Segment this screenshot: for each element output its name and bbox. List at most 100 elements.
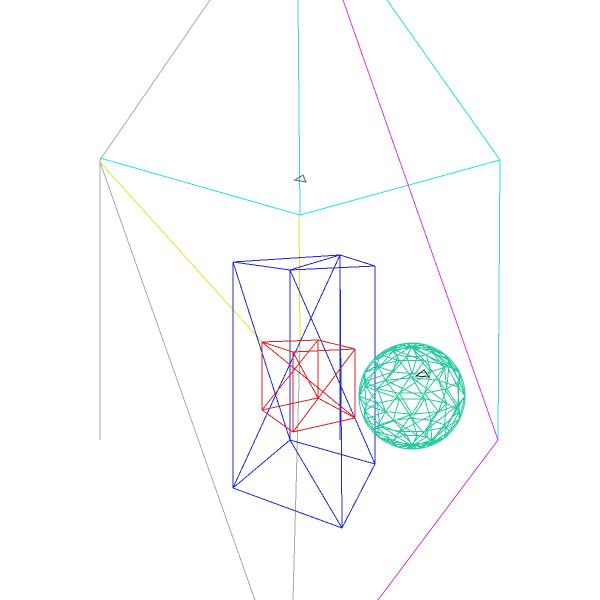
sphere-edge [374,424,380,432]
sphere-edge [438,404,459,413]
camera-frustum-cyan [99,0,501,441]
sphere-edge [424,404,459,432]
sphere-edge [411,377,426,400]
sphere-edge [426,436,432,441]
sphere-edge [457,372,460,387]
sphere-edge [392,419,408,436]
sphere-edge [446,360,450,389]
sphere-edge [411,392,426,415]
sphere-edge [411,436,427,447]
sphere-edge [374,354,380,362]
sphere-edge [374,347,393,362]
sphere-edge [379,353,400,362]
sphere-edge [444,426,448,438]
sphere-edge [364,419,375,432]
sphere-edge [379,424,398,438]
sphere-edge [444,367,448,389]
sphere-edge [430,426,447,443]
sphere-edge [430,402,447,421]
sphere-edge [374,430,398,438]
sphere-edge [411,443,432,447]
sphere-edge [424,398,432,421]
sphere-edge [365,386,400,400]
sphere-edge [438,380,460,411]
camera-marker-icon [293,174,307,183]
sphere-edge [411,445,418,450]
sphere-edge [377,373,413,390]
wireframe-cube-red [261,339,356,433]
sphere-edge [385,360,400,381]
sphere-edge [393,419,418,436]
sphere-edge [406,356,413,374]
sphere-edge [374,430,393,441]
sphere-edge [424,398,447,404]
sphere-edge [444,424,450,432]
sphere-edge [449,410,460,432]
sphere-edge [417,434,427,438]
sphere-edge [444,410,460,426]
sphere-edge [393,417,413,421]
sphere-edge [397,434,407,438]
sphere-edge [397,436,413,447]
sphere-edge [358,386,367,397]
sphere-edge [411,398,426,419]
sphere-edge [438,379,459,388]
sphere-edge [411,445,427,448]
sphere-edge [444,403,448,425]
sphere-edge [424,360,439,381]
sphere-edge [438,364,448,381]
sphere-edge [411,418,418,436]
wireframe-box-blue [232,254,376,529]
sphere-edge [446,388,459,406]
sphere-edge [364,402,378,412]
sphere-edge [392,439,413,447]
sphere-edge [424,371,432,394]
sphere-edge [411,435,418,447]
sphere-edge [392,443,413,447]
sphere-edge [430,420,433,441]
sphere-edge [365,404,386,413]
sphere-edge [374,360,378,366]
sphere-edge [411,418,427,438]
sphere-edge [406,342,413,349]
camera-frustum-gray [99,0,301,600]
sphere-edge [411,417,431,421]
sphere-outline [358,342,466,450]
sphere-edge [425,419,432,438]
sphere-edge [385,379,425,400]
sphere-edge [365,386,378,404]
sphere-edge [425,354,432,373]
sphere-edge [458,395,466,420]
sphere-edge [398,413,413,432]
sphere-edge [398,398,413,419]
sphere-edge [424,392,439,412]
sphere-edge [392,356,408,373]
sphere-edge [430,366,445,373]
sphere-edge [411,347,426,362]
camera-frustum-magenta [342,0,499,600]
sphere-edge [411,356,418,374]
sphere-edge [358,395,367,406]
sphere-edge [424,360,447,366]
sphere-edge [411,347,447,366]
sphere-edge [446,402,460,412]
sphere-edge [393,347,413,351]
sphere-edge [379,437,393,445]
sphere-edge [365,364,378,388]
sphere-edge [365,379,386,388]
sphere-edge [376,388,386,412]
sphere-edge [364,372,367,387]
sphere-edge [411,347,431,351]
sphere-edge [431,424,445,445]
sphere-edge [364,381,367,406]
sphere-marker-icon [414,369,431,378]
sphere-edge [446,364,460,374]
sphere-edge [379,349,394,355]
wireframe-sphere-teal [358,342,466,450]
sphere-edge [377,388,400,394]
sphere-edge [430,349,445,355]
sphere-edge [377,360,400,366]
sphere-edge [397,354,407,358]
